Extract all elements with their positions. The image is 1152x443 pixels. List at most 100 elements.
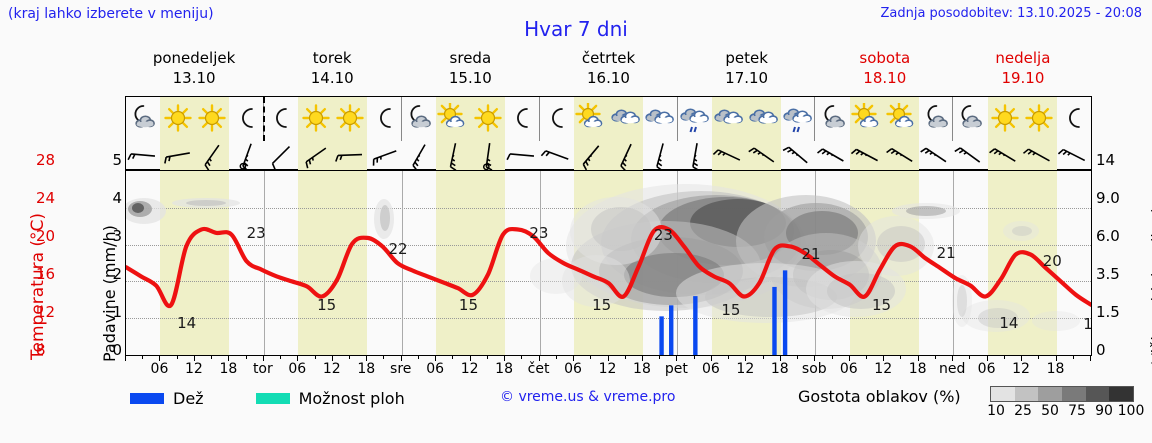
day-date: 17.10 — [725, 69, 769, 87]
wind-barb — [953, 141, 987, 170]
weather-icon-moon — [367, 97, 402, 141]
wind-barb — [1022, 141, 1057, 170]
x-axis-label: 06 — [839, 361, 858, 377]
wind-barb — [678, 141, 712, 170]
day-date: 14.10 — [310, 69, 354, 87]
temperature-line — [126, 225, 1091, 309]
x-axis-tick — [400, 356, 402, 361]
x-axis-tick — [797, 356, 799, 359]
weather-icon-moon — [505, 97, 540, 141]
wind-barb — [746, 141, 781, 170]
precipitation-axis-title: Padavine (mm/h) — [78, 172, 119, 362]
wind-barb — [298, 141, 333, 170]
precipitation-tick-labels: 5 4 3 2 1 0 — [104, 151, 122, 370]
weather-icon-row — [126, 97, 1091, 141]
cloud-density-swatch — [991, 387, 1015, 401]
x-axis-tick — [1038, 356, 1040, 359]
x-axis-tick — [693, 356, 695, 359]
cloud-density-swatch — [1085, 387, 1110, 401]
cloud-density-blob — [978, 308, 1018, 328]
weather-icon-cloud — [746, 97, 781, 141]
weather-icon-moon-cloud — [919, 97, 954, 141]
page-title: Hvar 7 dni — [524, 17, 628, 41]
axis-tick-label: 9.0 — [1096, 189, 1120, 207]
x-axis-tick — [228, 356, 230, 361]
temperature-value-label: 14 — [177, 313, 197, 332]
day-name: ponedeljek — [152, 49, 236, 67]
copyright-link[interactable]: © vreme.us & vreme.pro — [500, 389, 676, 405]
x-axis-tick — [624, 356, 626, 359]
temperature-value-label: 15 — [871, 296, 892, 315]
x-axis-ticks — [125, 356, 1092, 362]
day-separator — [400, 97, 402, 141]
plot-daylight-band — [470, 171, 506, 355]
wind-barb — [849, 141, 885, 170]
day-name: sreda — [449, 49, 492, 67]
temperature-value-label: 23 — [246, 224, 266, 243]
axis-tick-label: 3.5 — [1096, 265, 1120, 283]
day-separator — [952, 97, 954, 141]
day-separator — [538, 97, 540, 141]
x-axis-tick — [883, 356, 885, 361]
x-axis-tick — [280, 356, 282, 359]
x-axis-tick — [521, 356, 523, 359]
axis-tick-label: 16 — [36, 265, 56, 283]
day-date: 13.10 — [172, 69, 216, 87]
wind-barb — [919, 141, 953, 170]
axis-tick-label: 28 — [36, 151, 56, 169]
weather-icon-sun — [332, 97, 368, 141]
temperature-value-label: 20 — [1042, 251, 1062, 270]
weather-icon-moon-cloud — [815, 97, 849, 141]
x-axis-tick — [865, 356, 867, 359]
wind-barb — [643, 141, 677, 170]
cloud-density-legend-title: Gostota oblakov (%) — [798, 387, 961, 406]
temperature-tick-labels: 28 24 20 16 12 8 — [36, 151, 76, 370]
wind-barb — [126, 141, 160, 170]
x-axis-label: 06 — [426, 361, 445, 377]
wind-barb — [1057, 141, 1091, 170]
axis-tick-label: 1.5 — [1096, 303, 1120, 321]
x-axis-tick — [917, 356, 919, 361]
x-axis-label: 12 — [598, 361, 617, 377]
weather-icon-cloud-rain — [781, 97, 816, 141]
wind-barb — [884, 141, 919, 170]
x-axis-tick — [125, 356, 126, 361]
x-axis-label: 18 — [633, 361, 651, 377]
weather-icon-cloud-rain — [678, 97, 712, 141]
axis-tick-label: 14 — [1096, 151, 1116, 169]
cloud-density-tick: 50 — [1041, 403, 1059, 419]
showers-color-swatch — [255, 392, 290, 404]
precipitation-bar — [659, 316, 664, 355]
axis-tick-label: 24 — [36, 189, 56, 207]
last-update-text: Zadnja posodobitev: 13.10.2025 - 20:08 — [880, 6, 1142, 21]
legend-item-showers: Možnost ploh — [255, 388, 405, 408]
x-axis-tick — [555, 356, 557, 359]
x-axis-tick — [486, 356, 488, 359]
axis-tick-label: 5 — [112, 151, 122, 169]
day-header-torek: torek 14.10 — [263, 48, 401, 96]
cloud-density-blob — [1003, 221, 1039, 241]
cloud-density-tick: 90 — [1095, 403, 1113, 419]
temperature-value-label: 15 — [458, 296, 479, 315]
day-header-ponedeljek: ponedeljek 13.10 — [125, 48, 263, 96]
x-axis-tick — [676, 356, 678, 361]
vertical-gridline — [401, 171, 403, 355]
cloud-density-blob — [957, 285, 967, 317]
plot-daylight-band — [298, 171, 333, 355]
cloud-density-blob — [705, 277, 837, 317]
wind-barb — [229, 141, 263, 170]
day-date: 16.10 — [587, 69, 630, 87]
x-axis-tick — [986, 356, 988, 361]
temperature-axis-title: Temperatura (°C) — [6, 172, 48, 362]
legend-label-showers: Možnost ploh — [298, 388, 405, 408]
precipitation-bars-layer — [659, 270, 788, 355]
wind-barb — [332, 141, 368, 170]
temperature-value-label: 15 — [317, 296, 337, 315]
wind-barb — [987, 141, 1023, 170]
day-separator — [676, 97, 678, 141]
weather-icon-sun-cloud — [849, 97, 885, 141]
x-axis-tick — [211, 356, 213, 359]
meteogram-plot: 14 23 15 22 15 23 15 23 15 21 15 21 14 20 14 — [125, 170, 1092, 356]
axis-tick-label: 12 — [36, 303, 56, 321]
precipitation-bar — [693, 296, 698, 355]
